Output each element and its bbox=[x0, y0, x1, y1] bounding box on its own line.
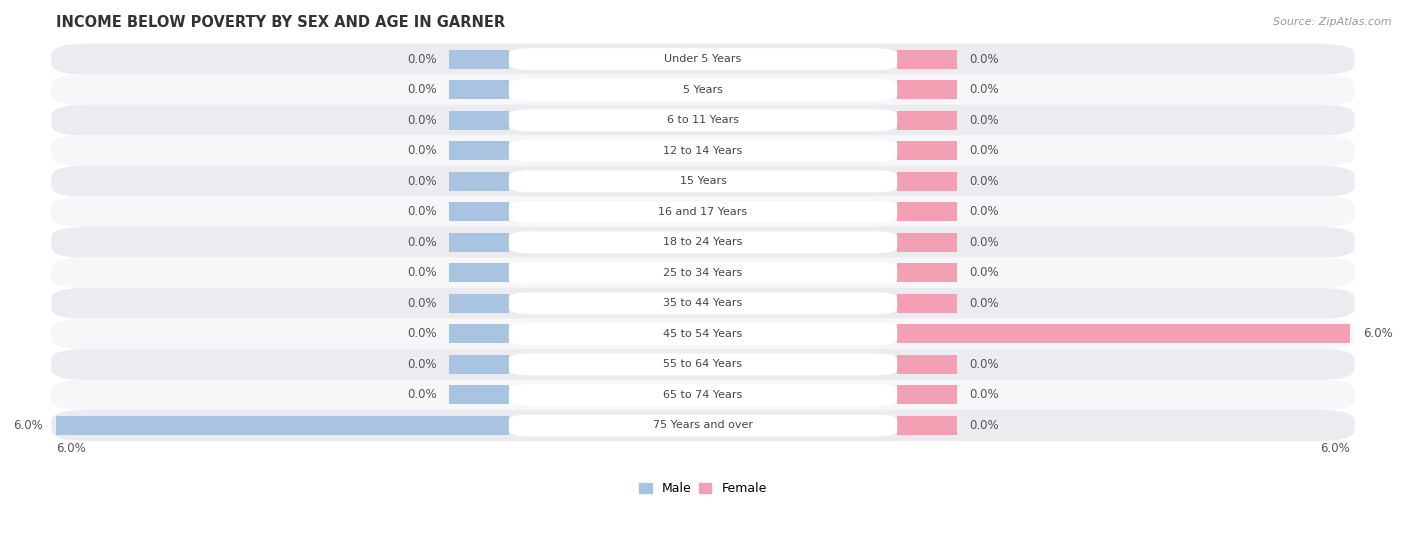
FancyBboxPatch shape bbox=[52, 410, 1354, 441]
Text: 5 Years: 5 Years bbox=[683, 85, 723, 94]
Text: 0.0%: 0.0% bbox=[970, 205, 1000, 219]
Text: Source: ZipAtlas.com: Source: ZipAtlas.com bbox=[1274, 17, 1392, 27]
Text: 0.0%: 0.0% bbox=[406, 53, 436, 66]
Text: 0.0%: 0.0% bbox=[406, 113, 436, 127]
Text: 0.0%: 0.0% bbox=[970, 236, 1000, 249]
Bar bbox=[450, 386, 509, 404]
Bar bbox=[897, 172, 956, 191]
Bar bbox=[450, 50, 509, 69]
FancyBboxPatch shape bbox=[509, 384, 897, 406]
Bar bbox=[897, 50, 956, 69]
FancyBboxPatch shape bbox=[52, 227, 1354, 258]
Text: 0.0%: 0.0% bbox=[970, 175, 1000, 188]
Text: 0.0%: 0.0% bbox=[406, 297, 436, 310]
Text: 65 to 74 Years: 65 to 74 Years bbox=[664, 390, 742, 400]
Bar bbox=[897, 111, 956, 130]
Text: 45 to 54 Years: 45 to 54 Years bbox=[664, 329, 742, 339]
Text: 0.0%: 0.0% bbox=[406, 236, 436, 249]
Text: 15 Years: 15 Years bbox=[679, 176, 727, 186]
Bar bbox=[56, 416, 509, 435]
Bar bbox=[450, 111, 509, 130]
FancyBboxPatch shape bbox=[52, 44, 1354, 75]
FancyBboxPatch shape bbox=[52, 165, 1354, 197]
Text: 0.0%: 0.0% bbox=[970, 419, 1000, 432]
Bar bbox=[897, 80, 956, 99]
FancyBboxPatch shape bbox=[52, 380, 1354, 410]
Text: INCOME BELOW POVERTY BY SEX AND AGE IN GARNER: INCOME BELOW POVERTY BY SEX AND AGE IN G… bbox=[56, 15, 505, 30]
Bar bbox=[897, 202, 956, 221]
Bar bbox=[450, 324, 509, 343]
FancyBboxPatch shape bbox=[52, 74, 1354, 105]
FancyBboxPatch shape bbox=[52, 349, 1354, 380]
FancyBboxPatch shape bbox=[509, 109, 897, 131]
Bar bbox=[450, 294, 509, 313]
FancyBboxPatch shape bbox=[509, 79, 897, 101]
Text: 0.0%: 0.0% bbox=[970, 297, 1000, 310]
Text: 0.0%: 0.0% bbox=[406, 175, 436, 188]
Bar bbox=[897, 386, 956, 404]
FancyBboxPatch shape bbox=[509, 353, 897, 376]
Bar bbox=[450, 172, 509, 191]
FancyBboxPatch shape bbox=[52, 318, 1354, 349]
Text: 35 to 44 Years: 35 to 44 Years bbox=[664, 299, 742, 309]
Text: 18 to 24 Years: 18 to 24 Years bbox=[664, 238, 742, 247]
FancyBboxPatch shape bbox=[52, 135, 1354, 167]
FancyBboxPatch shape bbox=[52, 196, 1354, 228]
Text: 6 to 11 Years: 6 to 11 Years bbox=[666, 115, 740, 125]
Bar bbox=[897, 233, 956, 252]
Bar bbox=[450, 80, 509, 99]
Text: 6.0%: 6.0% bbox=[1320, 442, 1350, 455]
Text: 0.0%: 0.0% bbox=[970, 144, 1000, 157]
Text: 0.0%: 0.0% bbox=[406, 358, 436, 371]
Text: 0.0%: 0.0% bbox=[406, 205, 436, 219]
Text: 75 Years and over: 75 Years and over bbox=[652, 420, 754, 430]
Legend: Male, Female: Male, Female bbox=[634, 477, 772, 500]
Text: 0.0%: 0.0% bbox=[406, 83, 436, 96]
Text: 0.0%: 0.0% bbox=[406, 144, 436, 157]
Text: 0.0%: 0.0% bbox=[970, 53, 1000, 66]
Text: Under 5 Years: Under 5 Years bbox=[665, 54, 741, 64]
Bar bbox=[897, 263, 956, 282]
Bar bbox=[450, 202, 509, 221]
FancyBboxPatch shape bbox=[52, 257, 1354, 288]
Bar bbox=[450, 263, 509, 282]
FancyBboxPatch shape bbox=[52, 288, 1354, 319]
Text: 0.0%: 0.0% bbox=[970, 266, 1000, 280]
FancyBboxPatch shape bbox=[509, 292, 897, 314]
Text: 0.0%: 0.0% bbox=[406, 328, 436, 340]
Bar bbox=[897, 416, 956, 435]
Bar bbox=[450, 355, 509, 374]
FancyBboxPatch shape bbox=[509, 140, 897, 162]
FancyBboxPatch shape bbox=[52, 105, 1354, 136]
Bar bbox=[897, 355, 956, 374]
FancyBboxPatch shape bbox=[509, 231, 897, 253]
Text: 25 to 34 Years: 25 to 34 Years bbox=[664, 268, 742, 278]
Text: 0.0%: 0.0% bbox=[970, 83, 1000, 96]
Text: 6.0%: 6.0% bbox=[13, 419, 42, 432]
Bar bbox=[450, 233, 509, 252]
Text: 0.0%: 0.0% bbox=[970, 389, 1000, 401]
Text: 12 to 14 Years: 12 to 14 Years bbox=[664, 146, 742, 156]
FancyBboxPatch shape bbox=[509, 323, 897, 345]
Text: 6.0%: 6.0% bbox=[1364, 328, 1393, 340]
Text: 0.0%: 0.0% bbox=[406, 266, 436, 280]
Text: 0.0%: 0.0% bbox=[970, 113, 1000, 127]
FancyBboxPatch shape bbox=[509, 414, 897, 437]
FancyBboxPatch shape bbox=[509, 201, 897, 223]
Bar bbox=[450, 141, 509, 160]
Text: 0.0%: 0.0% bbox=[970, 358, 1000, 371]
FancyBboxPatch shape bbox=[509, 170, 897, 192]
Bar bbox=[897, 141, 956, 160]
Bar bbox=[897, 294, 956, 313]
Text: 6.0%: 6.0% bbox=[56, 442, 86, 455]
Text: 16 and 17 Years: 16 and 17 Years bbox=[658, 207, 748, 217]
FancyBboxPatch shape bbox=[509, 48, 897, 70]
Text: 0.0%: 0.0% bbox=[406, 389, 436, 401]
Text: 55 to 64 Years: 55 to 64 Years bbox=[664, 359, 742, 369]
FancyBboxPatch shape bbox=[509, 262, 897, 284]
Bar bbox=[897, 324, 1350, 343]
